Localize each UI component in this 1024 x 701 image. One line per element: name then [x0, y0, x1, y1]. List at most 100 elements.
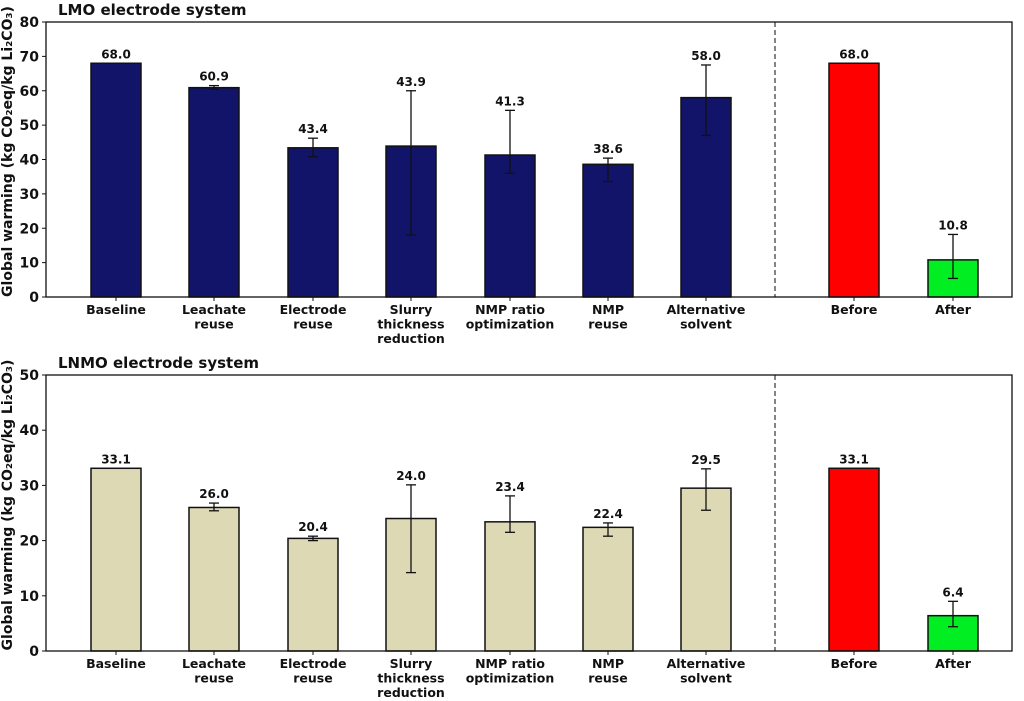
data-label: 58.0 [691, 49, 721, 63]
y-tick-label: 10 [20, 256, 40, 272]
bar [484, 521, 536, 652]
data-label: 68.0 [101, 47, 131, 61]
y-tick-label: 70 [20, 49, 40, 65]
x-tick-label-line: Before [831, 656, 878, 671]
x-tick-label: After [935, 302, 972, 317]
x-tick-label-line: Baseline [86, 656, 146, 671]
x-tick-label: Leachate reuse [182, 656, 246, 686]
bar [90, 467, 142, 652]
x-tick-label-line: Leachate [182, 656, 246, 671]
x-tick-label-line: reduction [377, 331, 445, 346]
x-tick-label: NMP reuse [588, 656, 627, 686]
bar [828, 467, 880, 652]
x-tick-label: Baseline [86, 302, 146, 317]
x-tick-label: NMP ratio optimization [466, 656, 555, 686]
x-tick-label: Alternative solvent [667, 302, 746, 332]
data-label: 23.4 [495, 480, 525, 494]
x-tick-label-line: Slurry [390, 656, 433, 671]
x-tick-label-line: thickness [377, 317, 444, 332]
x-tick-label: Before [831, 656, 878, 671]
x-tick-label-line: After [935, 656, 972, 671]
x-tick-label: Leachate reuse [182, 302, 246, 332]
x-tick-label: Electrode reuse [280, 302, 347, 332]
data-label: 24.0 [396, 469, 426, 483]
y-tick-label: 50 [20, 368, 40, 384]
x-tick-label-line: After [935, 302, 972, 317]
data-label: 6.4 [942, 585, 963, 599]
y-tick-label: 10 [20, 589, 40, 605]
x-tick-label-line: NMP ratio [475, 302, 545, 317]
plot-frame [45, 21, 1013, 298]
x-tick-label-line: Slurry [390, 302, 433, 317]
data-label: 29.5 [691, 453, 721, 467]
x-tick-label-line: reduction [377, 685, 445, 697]
x-tick-label: Alternative solvent [667, 656, 746, 686]
y-tick-label: 20 [20, 534, 40, 550]
x-tick-label-line: reuse [588, 317, 627, 332]
x-tick-label: NMP reuse [588, 302, 627, 332]
y-tick-label: 50 [20, 118, 40, 134]
bar [287, 537, 339, 652]
data-label: 33.1 [101, 452, 131, 466]
data-label: 60.9 [199, 70, 229, 84]
data-label: 10.8 [938, 218, 968, 232]
x-tick-label-line: Electrode [280, 656, 347, 671]
data-label: 68.0 [839, 47, 869, 61]
x-tick-label-line: solvent [680, 317, 732, 332]
x-tick-label: Slurry thickness reduction [377, 656, 445, 697]
bar [582, 163, 634, 298]
data-label: 41.3 [495, 94, 525, 108]
y-tick-label: 0 [29, 290, 39, 306]
data-label: 43.9 [396, 75, 426, 89]
x-tick-label-line: solvent [680, 671, 732, 686]
x-tick-label-line: Leachate [182, 302, 246, 317]
x-tick-label-line: reuse [293, 317, 332, 332]
x-tick-label-line: Electrode [280, 302, 347, 317]
x-tick-label-line: reuse [293, 671, 332, 686]
x-tick-label-line: reuse [588, 671, 627, 686]
x-tick-label-line: Alternative [667, 302, 746, 317]
x-tick-label: After [935, 656, 972, 671]
x-tick-label: Before [831, 302, 878, 317]
x-tick-label-line: NMP ratio [475, 656, 545, 671]
x-tick-label: NMP ratio optimization [466, 302, 555, 332]
x-tick-label: Slurry thickness reduction [377, 302, 445, 346]
data-label: 20.4 [298, 520, 328, 534]
y-tick-label: 40 [20, 153, 40, 169]
bar [287, 147, 339, 298]
chart-title: LMO electrode system [58, 1, 246, 19]
y-tick-label: 60 [20, 84, 40, 100]
x-tick-label-line: Baseline [86, 302, 146, 317]
bar [680, 487, 732, 652]
bar [188, 86, 240, 298]
x-tick-label-line: reuse [194, 317, 233, 332]
x-tick-label-line: optimization [466, 317, 555, 332]
data-label: 33.1 [839, 452, 869, 466]
x-tick-label-line: Alternative [667, 656, 746, 671]
data-label: 22.4 [593, 507, 623, 521]
bar [484, 154, 536, 298]
y-tick-label: 0 [29, 644, 39, 660]
y-tick-label: 80 [20, 15, 40, 31]
y-tick-label: 30 [20, 478, 40, 494]
bar [582, 526, 634, 652]
bar [828, 62, 880, 298]
chart-title: LNMO electrode system [58, 354, 259, 372]
bar [188, 506, 240, 652]
x-tick-label-line: reuse [194, 671, 233, 686]
y-tick-label: 20 [20, 221, 40, 237]
y-tick-label: 40 [20, 423, 40, 439]
x-tick-label-line: optimization [466, 671, 555, 686]
x-tick-label: Baseline [86, 656, 146, 671]
plot-frame [45, 374, 1013, 652]
chart-panel-0: LMO electrode system 0 10 20 30 40 50 60 70 80Glo… [0, 1, 1013, 346]
data-label: 43.4 [298, 122, 328, 136]
data-label: 38.6 [593, 142, 623, 156]
x-tick-label-line: NMP [592, 302, 624, 317]
y-tick-label: 30 [20, 187, 40, 203]
y-axis-label: Global warming (kg CO₂eq/kg Li₂CO₃) [0, 360, 16, 651]
y-axis-label: Global warming (kg CO₂eq/kg Li₂CO₃) [0, 6, 16, 297]
data-label: 26.0 [199, 487, 229, 501]
